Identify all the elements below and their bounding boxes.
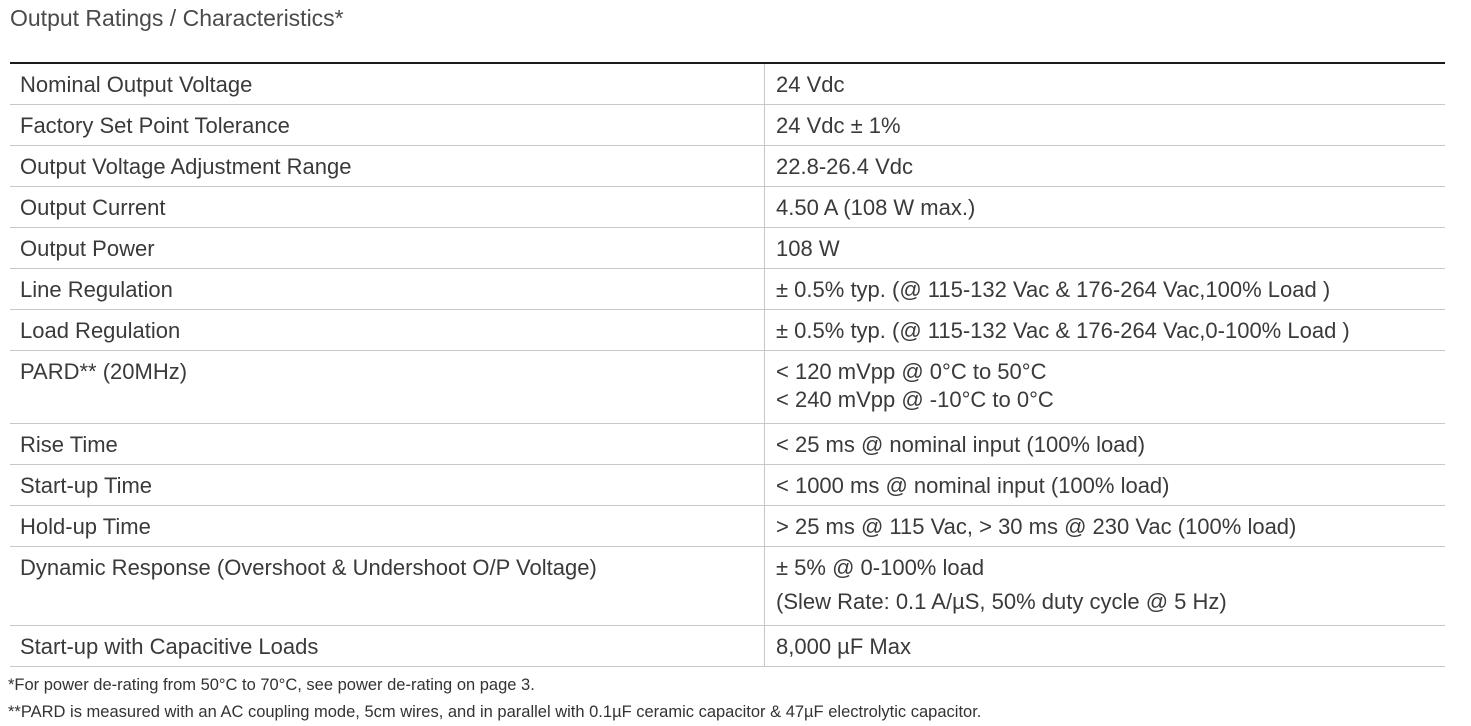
value-cell: < 1000 ms @ nominal input (100% load) [764,465,1445,505]
value-line: < 240 mVpp @ -10°C to 0°C [776,387,1054,412]
table-row: Hold-up Time > 25 ms @ 115 Vac, > 30 ms … [10,506,1445,547]
value-line: 8,000 µF Max [776,634,911,659]
value-cell: > 25 ms @ 115 Vac, > 30 ms @ 230 Vac (10… [764,506,1445,546]
table-row: Start-up with Capacitive Loads 8,000 µF … [10,626,1445,667]
value-cell: 24 Vdc ± 1% [764,105,1445,145]
footnote: **PARD is measured with an AC coupling m… [8,703,982,721]
value-cell: 4.50 A (108 W max.) [764,187,1445,227]
value-line: 108 W [776,236,840,261]
parameter-cell: Hold-up Time [20,514,151,539]
parameter-cell: Rise Time [20,432,118,457]
value-line: 4.50 A (108 W max.) [776,195,976,220]
footnotes: *For power de-rating from 50°C to 70°C, … [8,672,981,726]
table-row: Rise Time < 25 ms @ nominal input (100% … [10,424,1445,465]
parameter-cell: Line Regulation [20,277,173,302]
parameter-cell: Dynamic Response (Overshoot & Undershoot… [20,555,597,580]
value-line: 24 Vdc [776,72,845,97]
table-row: PARD** (20MHz) < 120 mVpp @ 0°C to 50°C … [10,351,1445,424]
table-row: Start-up Time < 1000 ms @ nominal input … [10,465,1445,506]
value-cell: < 25 ms @ nominal input (100% load) [764,424,1445,464]
value-cell: ± 0.5% typ. (@ 115-132 Vac & 176-264 Vac… [764,269,1445,309]
value-line: < 1000 ms @ nominal input (100% load) [776,473,1170,498]
parameter-cell: Load Regulation [20,318,181,343]
parameter-cell: Factory Set Point Tolerance [20,113,290,138]
parameter-cell: PARD** (20MHz) [20,359,188,384]
value-cell: 24 Vdc [764,64,1445,104]
value-cell: 22.8-26.4 Vdc [764,146,1445,186]
section-title: Output Ratings / Characteristics* [10,5,344,31]
parameter-cell: Nominal Output Voltage [20,72,253,97]
parameter-cell: Start-up with Capacitive Loads [20,634,319,659]
table-row: Factory Set Point Tolerance 24 Vdc ± 1% [10,105,1445,146]
parameter-cell: Start-up Time [20,473,153,498]
value-line: 22.8-26.4 Vdc [776,154,913,179]
value-cell: < 120 mVpp @ 0°C to 50°C < 240 mVpp @ -1… [764,351,1445,423]
table-row: Output Power 108 W [10,228,1445,269]
value-line: ± 5% @ 0-100% load [776,555,985,580]
value-cell: ± 5% @ 0-100% load (Slew Rate: 0.1 A/µS,… [764,547,1445,625]
table-row: Output Current 4.50 A (108 W max.) [10,187,1445,228]
value-line: 24 Vdc ± 1% [776,113,901,138]
table-row: Dynamic Response (Overshoot & Undershoot… [10,547,1445,626]
value-line: < 25 ms @ nominal input (100% load) [776,432,1146,457]
spec-table: Nominal Output Voltage 24 Vdc Factory Se… [10,62,1445,667]
value-cell: ± 0.5% typ. (@ 115-132 Vac & 176-264 Vac… [764,310,1445,350]
table-row: Nominal Output Voltage 24 Vdc [10,64,1445,105]
footnote: *For power de-rating from 50°C to 70°C, … [8,676,535,694]
parameter-cell: Output Current [20,195,166,220]
value-line: > 25 ms @ 115 Vac, > 30 ms @ 230 Vac (10… [776,514,1297,539]
value-line: (Slew Rate: 0.1 A/µS, 50% duty cycle @ 5… [776,589,1227,614]
table-row: Line Regulation ± 0.5% typ. (@ 115-132 V… [10,269,1445,310]
parameter-cell: Output Voltage Adjustment Range [20,154,352,179]
value-line: ± 0.5% typ. (@ 115-132 Vac & 176-264 Vac… [776,277,1331,302]
table-row: Output Voltage Adjustment Range 22.8-26.… [10,146,1445,187]
value-line: ± 0.5% typ. (@ 115-132 Vac & 176-264 Vac… [776,318,1350,343]
value-cell: 108 W [764,228,1445,268]
value-cell: 8,000 µF Max [764,626,1445,666]
parameter-cell: Output Power [20,236,155,261]
table-row: Load Regulation ± 0.5% typ. (@ 115-132 V… [10,310,1445,351]
value-line: < 120 mVpp @ 0°C to 50°C [776,359,1047,384]
